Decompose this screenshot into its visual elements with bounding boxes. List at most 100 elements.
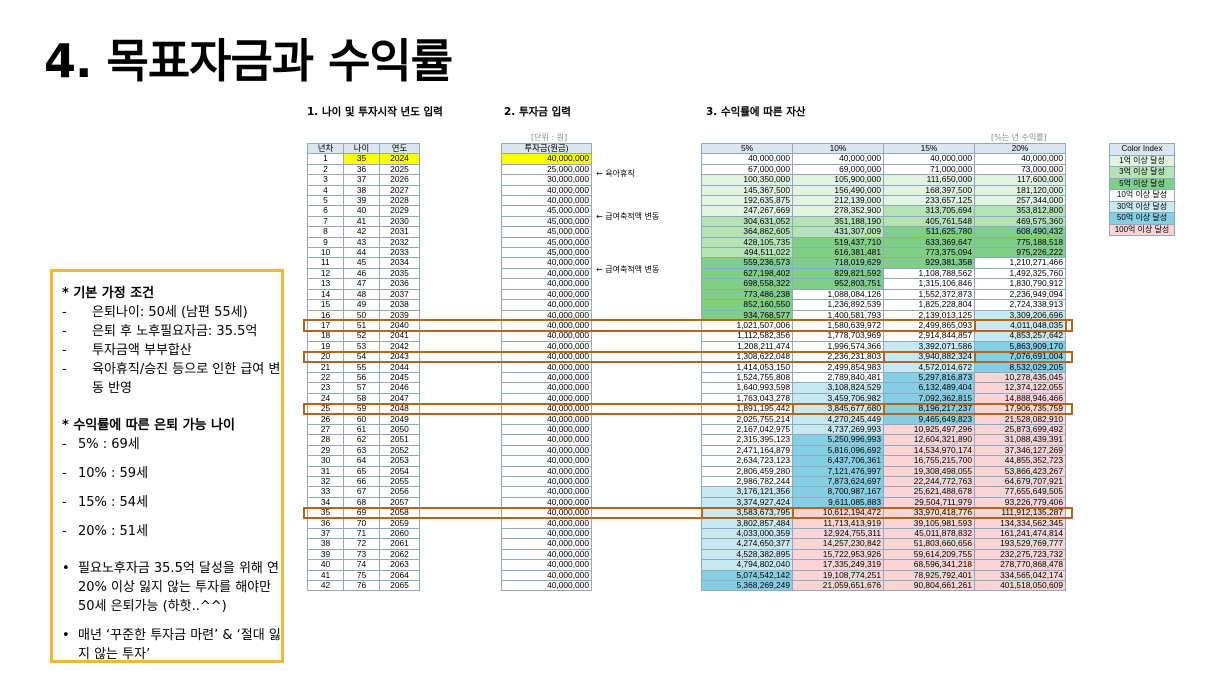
- cell-year: 2024: [379, 153, 420, 165]
- cell-investment[interactable]: 45,000,000: [501, 226, 592, 238]
- cell-investment[interactable]: 40,000,000: [501, 340, 592, 353]
- cell-age: 50: [343, 309, 380, 321]
- cell-asset: 1,400,581,793: [792, 309, 884, 321]
- cell-asset: 469,575,360: [974, 215, 1066, 228]
- cell-year: 2045: [379, 371, 420, 384]
- table-row: 934,768,577 1,400,581,793 2,139,013,125 3,3…: [701, 309, 1066, 321]
- cell-investment[interactable]: 45,000,000: [501, 247, 592, 259]
- cell-investment[interactable]: 40,000,000: [501, 413, 592, 425]
- cell-investment[interactable]: 40,000,000: [501, 569, 592, 582]
- table-row: 25 59 2048: [307, 403, 420, 415]
- cell-asset: 8,700,987,167: [792, 486, 884, 498]
- table-row: 40,000,000: [501, 548, 592, 561]
- cell-investment[interactable]: 40,000,000: [501, 288, 592, 301]
- cell-asset: 2,315,395,123: [701, 434, 793, 446]
- cell-age: 65: [343, 465, 380, 478]
- cell-year: 2031: [379, 226, 420, 238]
- cell-investment[interactable]: 40,000,000: [501, 538, 592, 550]
- table-row: 40,000,000: [501, 423, 592, 436]
- retire-item: -10% : 59세: [62, 466, 149, 481]
- cell-year: 2062: [379, 548, 420, 561]
- cell-asset: 5,863,909,170: [974, 340, 1066, 353]
- table-row: 45,000,000: [501, 205, 592, 217]
- table-row: 3,802,857,484 11,713,413,919 39,105,981,59…: [701, 517, 1066, 530]
- table-row: 40,000,000: [501, 413, 592, 425]
- cell-asset: 233,657,125: [883, 195, 975, 207]
- table-row: 7 41 2030: [307, 215, 420, 228]
- table-row: 40,000,000: [501, 299, 592, 311]
- cell-investment[interactable]: 40,000,000: [501, 475, 592, 488]
- table-row: 3 37 2026: [307, 174, 420, 186]
- cell-investment[interactable]: 40,000,000: [501, 548, 592, 561]
- cell-year: 2055: [379, 475, 420, 488]
- cell-investment[interactable]: 40,000,000: [501, 351, 592, 363]
- cell-year-no: 13: [307, 278, 344, 290]
- cell-investment[interactable]: 40,000,000: [501, 278, 592, 290]
- cell-investment[interactable]: 40,000,000: [501, 528, 592, 540]
- cell-asset: 17,335,249,319: [792, 559, 884, 571]
- bullet-list: • 필요노후자금 35.5억 달성을 위해 연 20% 이상 잃지 않는 투자를 …: [62, 559, 281, 664]
- table-row: 40,000,000: [501, 569, 592, 582]
- cell-asset: 1,236,892,539: [792, 299, 884, 311]
- cell-investment[interactable]: 40,000,000: [501, 434, 592, 446]
- cell-investment[interactable]: 40,000,000: [501, 299, 592, 311]
- cell-investment[interactable]: 30,000,000: [501, 174, 592, 186]
- cell-age: 53: [343, 340, 380, 353]
- cell-investment[interactable]: 40,000,000: [501, 184, 592, 197]
- cell-asset: 134,334,562,345: [974, 517, 1066, 530]
- cell-investment[interactable]: 40,000,000: [501, 361, 592, 373]
- table-row: 2,167,042,975 4,737,269,993 10,925,497,296…: [701, 423, 1066, 436]
- cell-investment[interactable]: 45,000,000: [501, 215, 592, 228]
- cell-age: 59: [343, 403, 380, 415]
- cell-investment[interactable]: 40,000,000: [501, 392, 592, 405]
- cell-investment[interactable]: 40,000,000: [501, 195, 592, 207]
- cell-year: 2026: [379, 174, 420, 186]
- cell-asset: 2,139,013,125: [883, 309, 975, 321]
- cell-age: 54: [343, 351, 380, 363]
- cell-year-no: 32: [307, 475, 344, 488]
- cell-investment[interactable]: 40,000,000: [501, 486, 592, 498]
- cell-investment[interactable]: 40,000,000: [501, 267, 592, 280]
- cell-asset: 10,925,497,296: [883, 423, 975, 436]
- cell-year-no: 41: [307, 569, 344, 582]
- cell-investment[interactable]: 40,000,000: [501, 153, 592, 165]
- cell-year: 2061: [379, 538, 420, 550]
- cell-investment[interactable]: 40,000,000: [501, 371, 592, 384]
- table-row: 40,000,000: [501, 340, 592, 353]
- table-row: 2 36 2025: [307, 163, 420, 176]
- cell-investment[interactable]: 40,000,000: [501, 309, 592, 321]
- cell-investment[interactable]: 25,000,000: [501, 163, 592, 176]
- cell-investment[interactable]: 40,000,000: [501, 580, 592, 592]
- cell-investment[interactable]: 40,000,000: [501, 444, 592, 457]
- cell-investment[interactable]: 40,000,000: [501, 465, 592, 478]
- cell-investment[interactable]: 40,000,000: [501, 455, 592, 467]
- cell-investment[interactable]: 40,000,000: [501, 496, 592, 509]
- cell-year: 2051: [379, 434, 420, 446]
- cell-investment[interactable]: 40,000,000: [501, 330, 592, 342]
- cell-asset: 1,021,507,006: [701, 319, 793, 332]
- cell-investment[interactable]: 40,000,000: [501, 423, 592, 436]
- table-row: 20 54 2043: [307, 351, 420, 363]
- table-row: 3,374,927,424 9,611,085,883 29,504,711,979…: [701, 496, 1066, 509]
- cell-investment[interactable]: 40,000,000: [501, 319, 592, 332]
- cell-investment[interactable]: 45,000,000: [501, 205, 592, 217]
- cell-asset: 257,344,000: [974, 195, 1066, 207]
- table-row: 40,000,000: [501, 257, 592, 269]
- table-row: 39 73 2062: [307, 548, 420, 561]
- cell-asset: 53,866,423,267: [974, 465, 1066, 478]
- cell-investment[interactable]: 40,000,000: [501, 517, 592, 530]
- cell-investment[interactable]: 40,000,000: [501, 507, 592, 519]
- table-row: 1,763,043,278 3,459,706,982 7,092,362,815 1…: [701, 392, 1066, 405]
- cell-investment[interactable]: 40,000,000: [501, 382, 592, 394]
- cell-investment[interactable]: 45,000,000: [501, 236, 592, 249]
- cell-asset: 68,596,341,218: [883, 559, 975, 571]
- header-rate-20: 20%: [974, 142, 1066, 155]
- cell-investment[interactable]: 40,000,000: [501, 559, 592, 571]
- table-row: 2,806,459,280 7,121,476,997 19,308,498,055…: [701, 465, 1066, 478]
- cell-investment[interactable]: 40,000,000: [501, 257, 592, 269]
- investment-table: 투자금(원금) 40,000,000 25,000,000 30,000,000 40…: [501, 142, 592, 592]
- cell-investment[interactable]: 40,000,000: [501, 403, 592, 415]
- cell-year-no: 30: [307, 455, 344, 467]
- cell-asset: 494,511,022: [701, 247, 793, 259]
- cell-year-no: 22: [307, 371, 344, 384]
